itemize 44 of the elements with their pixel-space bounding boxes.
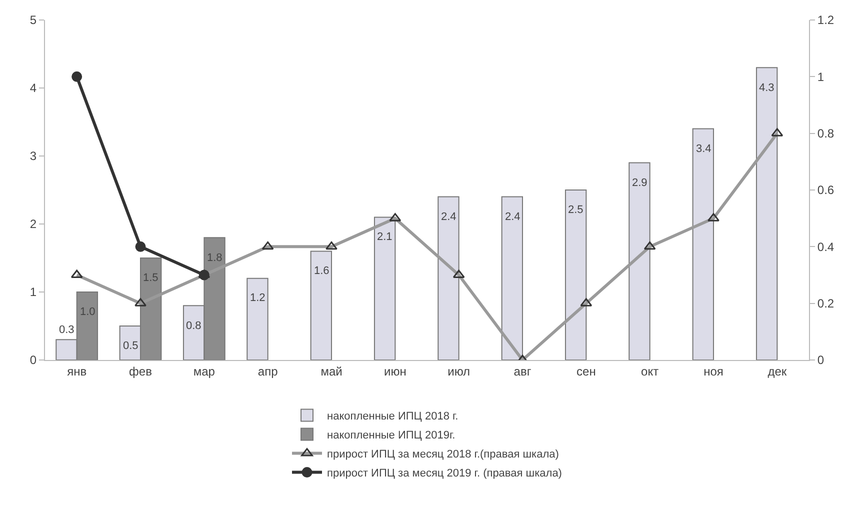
x-tick-label: апр — [258, 364, 278, 378]
x-tick-label: авг — [514, 364, 532, 378]
y-tick-label: 0 — [30, 353, 37, 368]
y-tick-label: 5 — [30, 13, 37, 28]
x-tick-label: мар — [193, 364, 216, 378]
y2-tick-label: 0.6 — [817, 183, 834, 198]
data-label: 1.5 — [143, 272, 158, 284]
data-label: 2.1 — [377, 231, 392, 243]
y2-tick-label: 1.2 — [817, 13, 834, 28]
data-label: 2.4 — [441, 211, 456, 223]
data-label: 4.3 — [759, 82, 774, 94]
y2-tick-label: 0.2 — [817, 296, 834, 311]
x-tick-label: ноя — [704, 364, 724, 378]
data-label: 2.9 — [632, 177, 648, 189]
y2-tick-label: 1 — [817, 70, 824, 84]
x-tick-label: фев — [129, 364, 152, 378]
x-tick-label: сен — [576, 364, 596, 378]
y-tick-label: 1 — [30, 285, 37, 300]
data-label: 0.5 — [123, 340, 138, 352]
y2-tick-label: 0.4 — [817, 240, 834, 254]
data-label: 0.3 — [59, 324, 74, 336]
data-label: 1.0 — [80, 306, 96, 318]
y2-tick-label: 0 — [817, 353, 824, 368]
x-tick-label: дек — [768, 364, 788, 378]
data-label: 1.6 — [314, 265, 330, 277]
y-tick-label: 2 — [30, 217, 37, 232]
x-tick-label: янв — [67, 364, 87, 378]
data-label: 0.8 — [186, 320, 202, 332]
x-tick-label: окт — [641, 364, 660, 378]
x-tick-label: май — [320, 364, 342, 378]
x-tick-label: июл — [448, 364, 470, 378]
legend-label: накопленные ИПЦ 2018 г. — [327, 410, 458, 423]
legend-label: прирост ИПЦ за месяц 2018 г.(правая шкала) — [327, 448, 559, 461]
data-label: 1.8 — [207, 252, 222, 264]
data-label: 1.2 — [250, 292, 266, 304]
data-label: 2.4 — [505, 211, 520, 223]
data-label: 3.4 — [696, 143, 712, 155]
y2-tick-label: 0.8 — [817, 126, 834, 141]
legend-label: накопленные ИПЦ 2019г. — [327, 430, 456, 442]
legend-label: прирост ИПЦ за месяц 2019 г. (правая шкала) — [327, 468, 562, 480]
x-tick-label: июн — [384, 364, 406, 378]
data-label: 2.5 — [568, 204, 584, 216]
y-tick-label: 4 — [30, 81, 37, 96]
y-tick-label: 3 — [30, 149, 37, 164]
